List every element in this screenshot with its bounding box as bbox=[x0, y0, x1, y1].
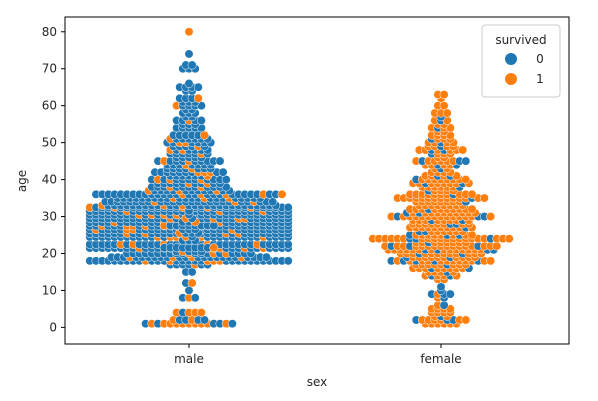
swarm-point bbox=[187, 278, 197, 288]
swarm-point bbox=[209, 243, 219, 253]
y-tick-label: 80 bbox=[42, 25, 57, 39]
swarm-point bbox=[461, 315, 471, 325]
legend-box bbox=[481, 24, 561, 98]
x-axis: male female bbox=[174, 344, 462, 366]
swarm-point bbox=[467, 189, 477, 199]
legend-entry-label: 0 bbox=[536, 52, 544, 66]
y-tick-label: 70 bbox=[42, 62, 57, 76]
swarm-point bbox=[187, 60, 197, 70]
swarm-point bbox=[461, 156, 471, 166]
swarm-point bbox=[227, 319, 237, 329]
swarm-point bbox=[283, 256, 293, 266]
swarm-point bbox=[504, 234, 514, 244]
swarm-point bbox=[479, 193, 489, 203]
legend-title: survived bbox=[495, 33, 546, 47]
plot-frame bbox=[64, 16, 570, 345]
swarm-point bbox=[283, 202, 293, 212]
swarm-point bbox=[486, 212, 496, 221]
swarm-point bbox=[187, 267, 197, 277]
y-tick-label: 30 bbox=[42, 210, 57, 224]
swarm-point bbox=[439, 300, 449, 310]
swarm-point bbox=[200, 130, 209, 140]
swarm-point bbox=[196, 308, 206, 318]
y-tick-label: 20 bbox=[42, 246, 57, 260]
y-tick-label: 50 bbox=[42, 136, 57, 150]
swarm-point bbox=[218, 167, 228, 177]
y-tick-label: 10 bbox=[42, 283, 57, 297]
legend-entry-label: 1 bbox=[536, 72, 544, 86]
y-tick-label: 0 bbox=[49, 320, 57, 334]
swarm-point bbox=[221, 175, 231, 185]
swarm-point bbox=[439, 101, 449, 111]
x-tick-label: female bbox=[420, 352, 461, 366]
legend-marker bbox=[505, 53, 517, 65]
legend: survived 0 1 bbox=[481, 24, 561, 98]
swarm-point bbox=[268, 197, 278, 207]
swarm-point bbox=[184, 79, 194, 88]
swarm-point bbox=[458, 145, 468, 155]
plot-area bbox=[85, 27, 514, 329]
swarm-point bbox=[467, 204, 477, 214]
swarm-point bbox=[193, 82, 203, 92]
x-tick-label: male bbox=[174, 352, 204, 366]
swarm-point bbox=[196, 116, 206, 125]
y-tick-label: 40 bbox=[42, 173, 57, 187]
x-axis-label: sex bbox=[307, 375, 328, 389]
y-axis-label: age bbox=[15, 170, 29, 192]
swarm-point bbox=[184, 49, 194, 59]
swarm-point bbox=[193, 93, 203, 103]
swarm-point bbox=[439, 90, 449, 100]
swarm-point bbox=[200, 315, 209, 325]
swarm-point bbox=[184, 27, 194, 37]
swarm-point bbox=[445, 289, 455, 299]
swarm-point bbox=[184, 285, 194, 295]
swarm-point bbox=[190, 293, 200, 303]
swarm-point bbox=[436, 282, 446, 292]
y-tick-label: 60 bbox=[42, 99, 57, 113]
y-axis: 0 10 20 30 40 50 60 70 80 bbox=[42, 25, 65, 334]
swarm-point bbox=[442, 108, 452, 118]
swarm-point bbox=[262, 252, 271, 262]
swarm-point bbox=[461, 175, 471, 185]
swarm-point bbox=[215, 156, 225, 166]
swarm-point bbox=[277, 189, 287, 199]
legend-marker bbox=[505, 73, 517, 85]
swarm-point bbox=[486, 256, 496, 266]
